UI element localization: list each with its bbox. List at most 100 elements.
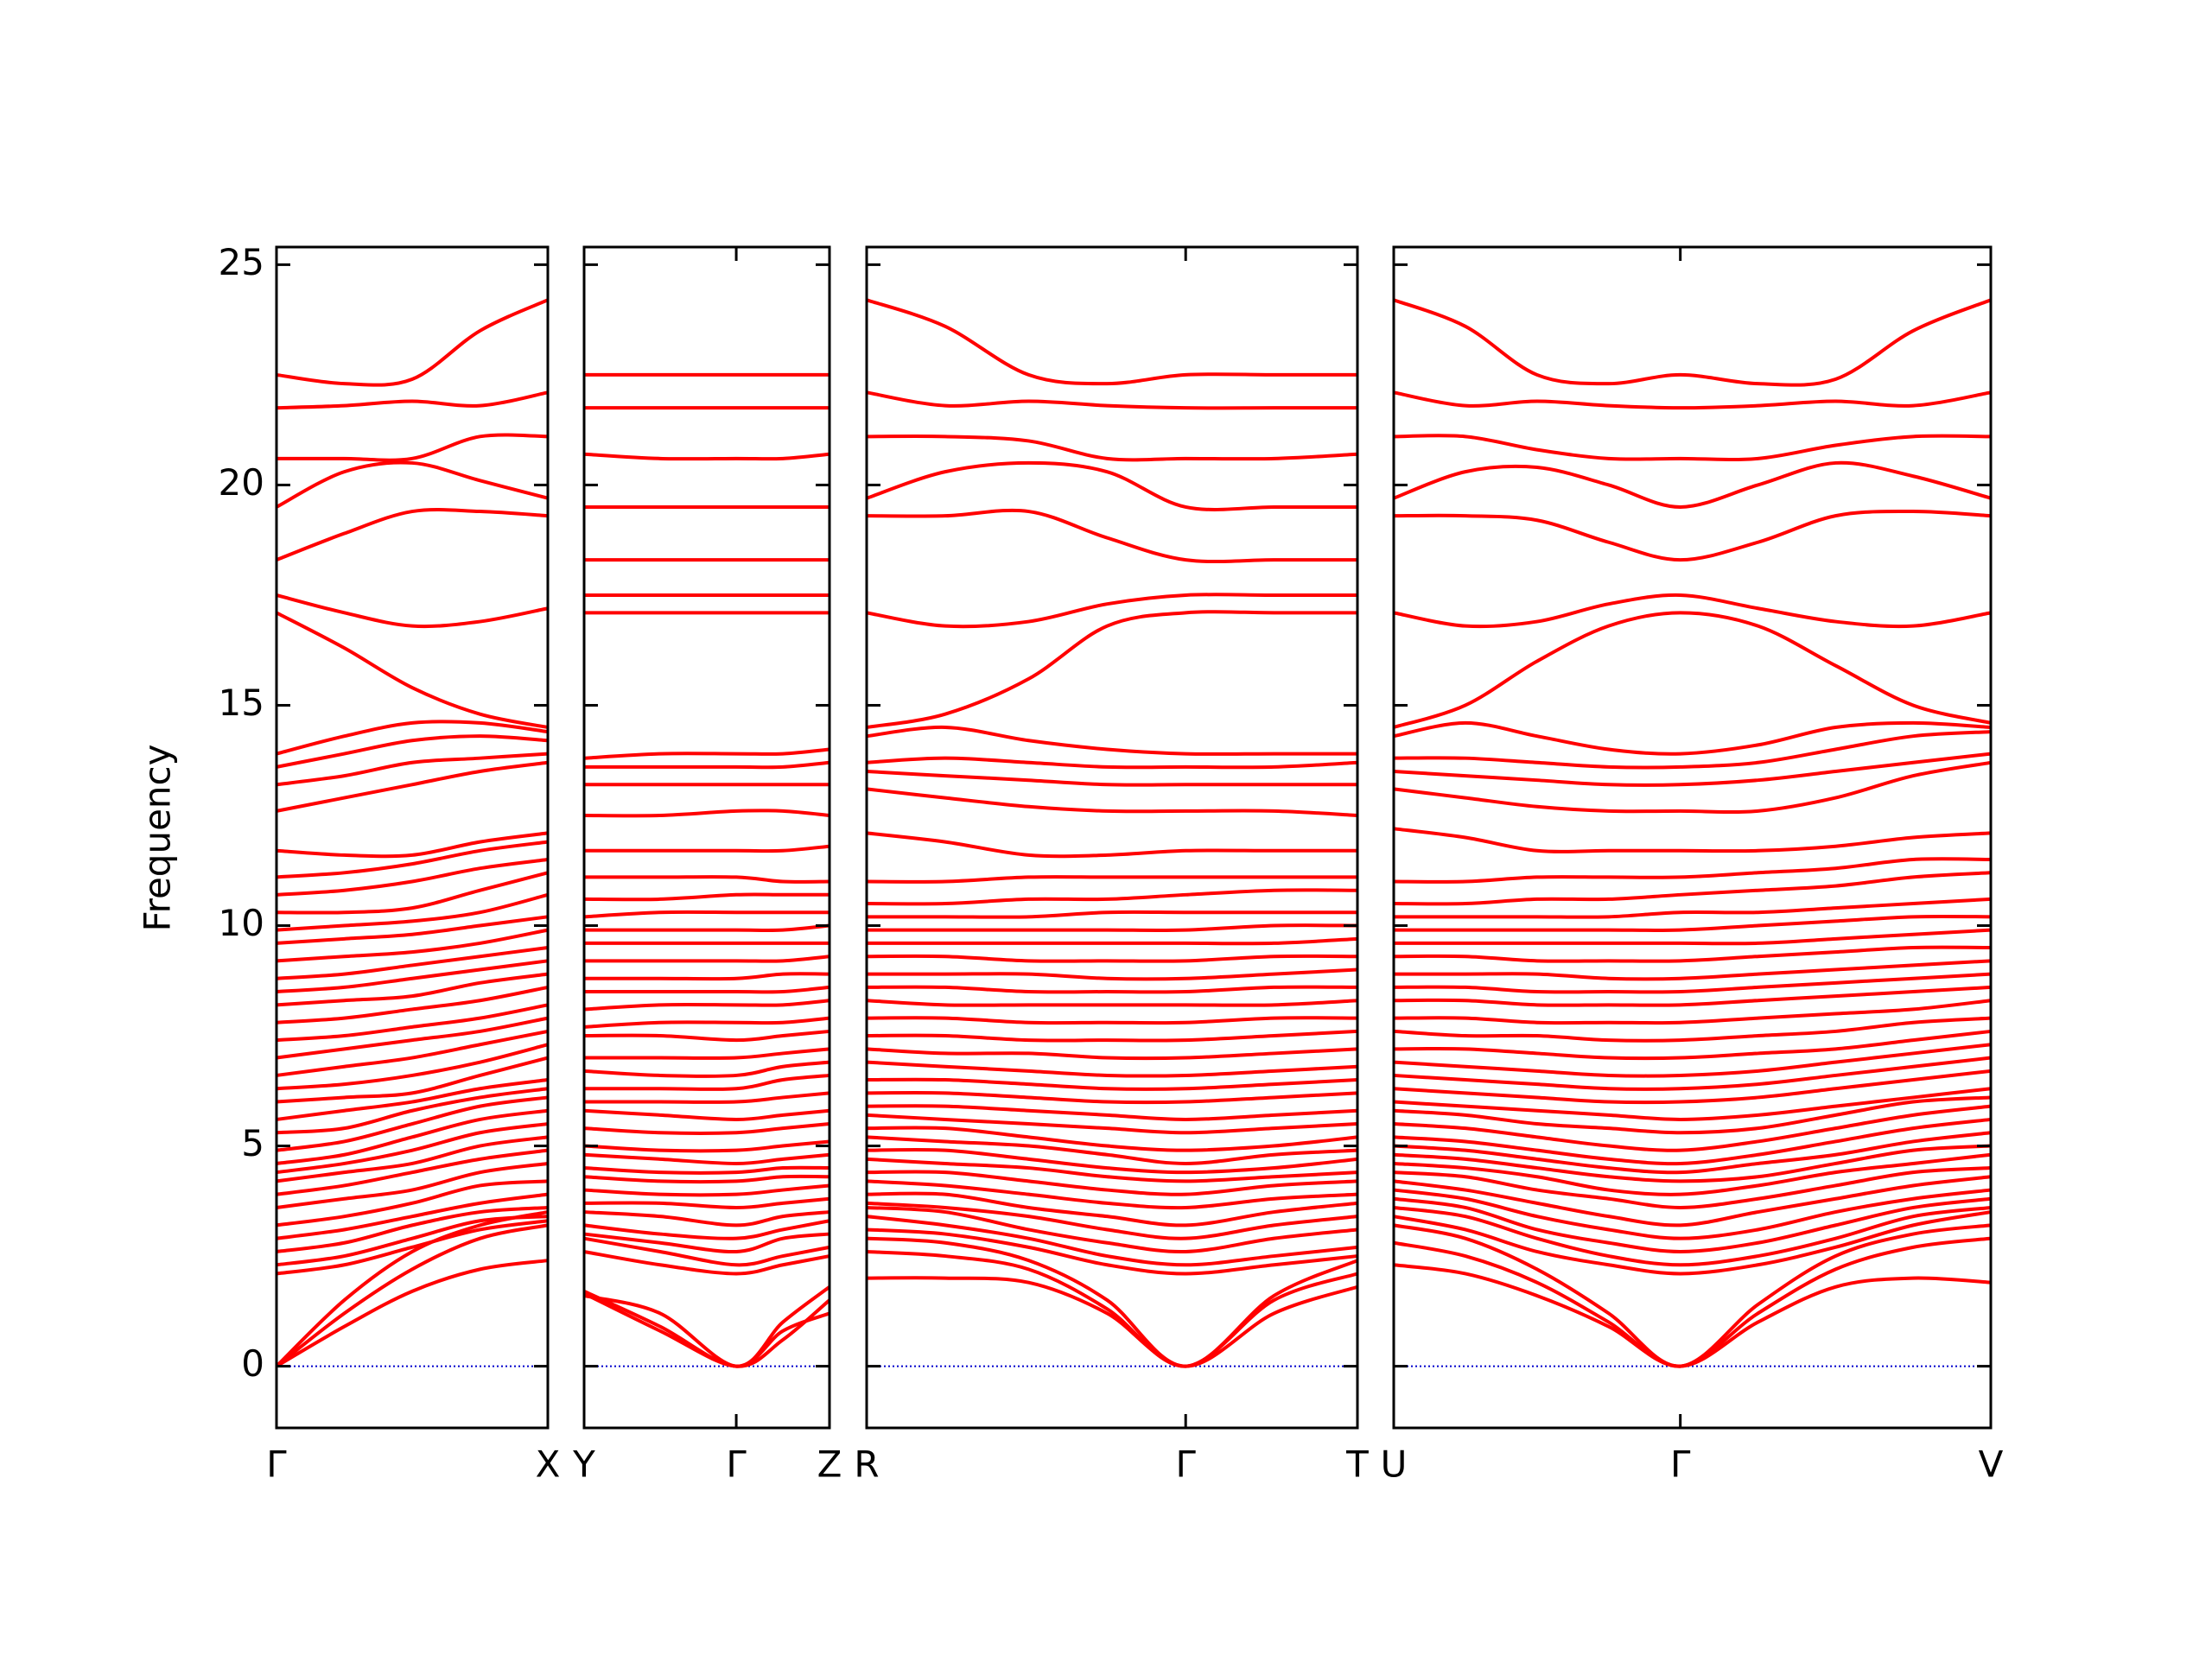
band-line xyxy=(866,1135,1358,1165)
band-line xyxy=(276,460,549,509)
band-line xyxy=(276,1148,549,1196)
x-tick-label: T xyxy=(1345,1443,1369,1486)
y-tick-label: 25 xyxy=(219,241,264,283)
x-tick-label: Γ xyxy=(1175,1443,1196,1486)
band-line xyxy=(276,1215,549,1267)
band-line xyxy=(866,1077,1358,1091)
band-line xyxy=(1393,1104,1992,1152)
band-line xyxy=(583,1152,830,1165)
band-line xyxy=(276,1087,549,1135)
band-line xyxy=(866,508,1357,564)
band-line xyxy=(1393,827,1992,853)
band-line xyxy=(866,875,1357,884)
band-line xyxy=(583,1196,830,1209)
band-line xyxy=(583,910,830,919)
band-line xyxy=(1393,510,1992,562)
band-line xyxy=(583,452,830,461)
band-line xyxy=(1393,593,1992,629)
band-line xyxy=(276,831,549,859)
band-line xyxy=(866,985,1358,994)
band-line xyxy=(276,1043,549,1091)
band-line xyxy=(276,760,549,813)
band-line xyxy=(276,840,549,879)
band-line xyxy=(276,1135,549,1183)
band-line xyxy=(276,871,549,915)
band-line xyxy=(583,1060,830,1078)
band-line xyxy=(866,1113,1358,1135)
band-line xyxy=(866,1249,1358,1368)
band-line xyxy=(866,769,1357,787)
band-line xyxy=(1393,871,1992,906)
band-line xyxy=(1393,1175,1992,1227)
band-line xyxy=(1393,460,1992,509)
band-line xyxy=(1393,1205,1992,1267)
band-line xyxy=(584,1073,830,1091)
band-line xyxy=(583,1285,831,1368)
band-line xyxy=(583,1210,830,1227)
band-line xyxy=(866,1104,1358,1121)
band-line xyxy=(866,787,1358,817)
band-line xyxy=(583,1232,830,1253)
axes-frame xyxy=(582,245,831,1430)
band-line xyxy=(1393,1069,1992,1105)
band-line xyxy=(276,1219,549,1276)
band-line xyxy=(583,1183,830,1197)
band-line xyxy=(867,923,1358,932)
band-line xyxy=(276,915,549,945)
band-line xyxy=(1393,1152,1992,1196)
band-line xyxy=(584,760,830,770)
band-line xyxy=(1394,897,1992,919)
band-line xyxy=(866,1215,1358,1267)
band-line xyxy=(866,1179,1358,1210)
band-line xyxy=(1394,959,1992,981)
band-line xyxy=(866,390,1357,410)
band-line xyxy=(276,959,549,994)
band-line xyxy=(276,1161,549,1209)
band-line xyxy=(583,875,830,884)
band-line xyxy=(1393,1223,1992,1368)
x-tick-label: Γ xyxy=(1670,1443,1691,1486)
axes-frame xyxy=(865,245,1359,1430)
band-line xyxy=(866,954,1358,963)
band-line xyxy=(276,1179,549,1227)
band-line xyxy=(866,1157,1358,1183)
band-line xyxy=(276,1122,549,1175)
band-line xyxy=(1393,1117,1992,1166)
band-line xyxy=(866,1205,1358,1254)
y-tick-label: 15 xyxy=(219,682,264,724)
band-line xyxy=(584,923,830,932)
band-line xyxy=(583,1219,830,1240)
band-line xyxy=(866,831,1357,859)
band-line xyxy=(1393,1196,1992,1253)
y-tick-label: 5 xyxy=(241,1122,264,1164)
band-line xyxy=(866,1236,1358,1368)
y-tick-label: 20 xyxy=(219,461,264,504)
band-line xyxy=(1393,1043,1992,1078)
band-line xyxy=(866,1016,1358,1025)
band-line xyxy=(1393,928,1992,946)
band-line xyxy=(584,844,830,853)
x-tick-label: X xyxy=(536,1443,561,1486)
band-line xyxy=(276,1108,549,1165)
band-line xyxy=(867,910,1357,919)
band-line xyxy=(866,1126,1358,1152)
band-line xyxy=(1393,1095,1992,1135)
band-line xyxy=(276,433,549,462)
band-line xyxy=(1393,730,1992,770)
band-line xyxy=(276,892,549,932)
x-tick-label: Γ xyxy=(726,1443,747,1486)
band-line xyxy=(276,1192,549,1240)
y-tick-label: 0 xyxy=(241,1342,264,1385)
band-line xyxy=(583,1108,830,1121)
band-line xyxy=(276,752,549,787)
band-line xyxy=(1393,1029,1992,1061)
band-line xyxy=(583,999,830,1012)
band-line xyxy=(866,1276,1358,1368)
band-line xyxy=(866,593,1357,629)
band-line xyxy=(583,1029,830,1043)
band-line xyxy=(1393,1166,1992,1209)
band-line xyxy=(276,1078,549,1121)
band-line xyxy=(276,1056,549,1104)
band-line xyxy=(583,1047,830,1060)
